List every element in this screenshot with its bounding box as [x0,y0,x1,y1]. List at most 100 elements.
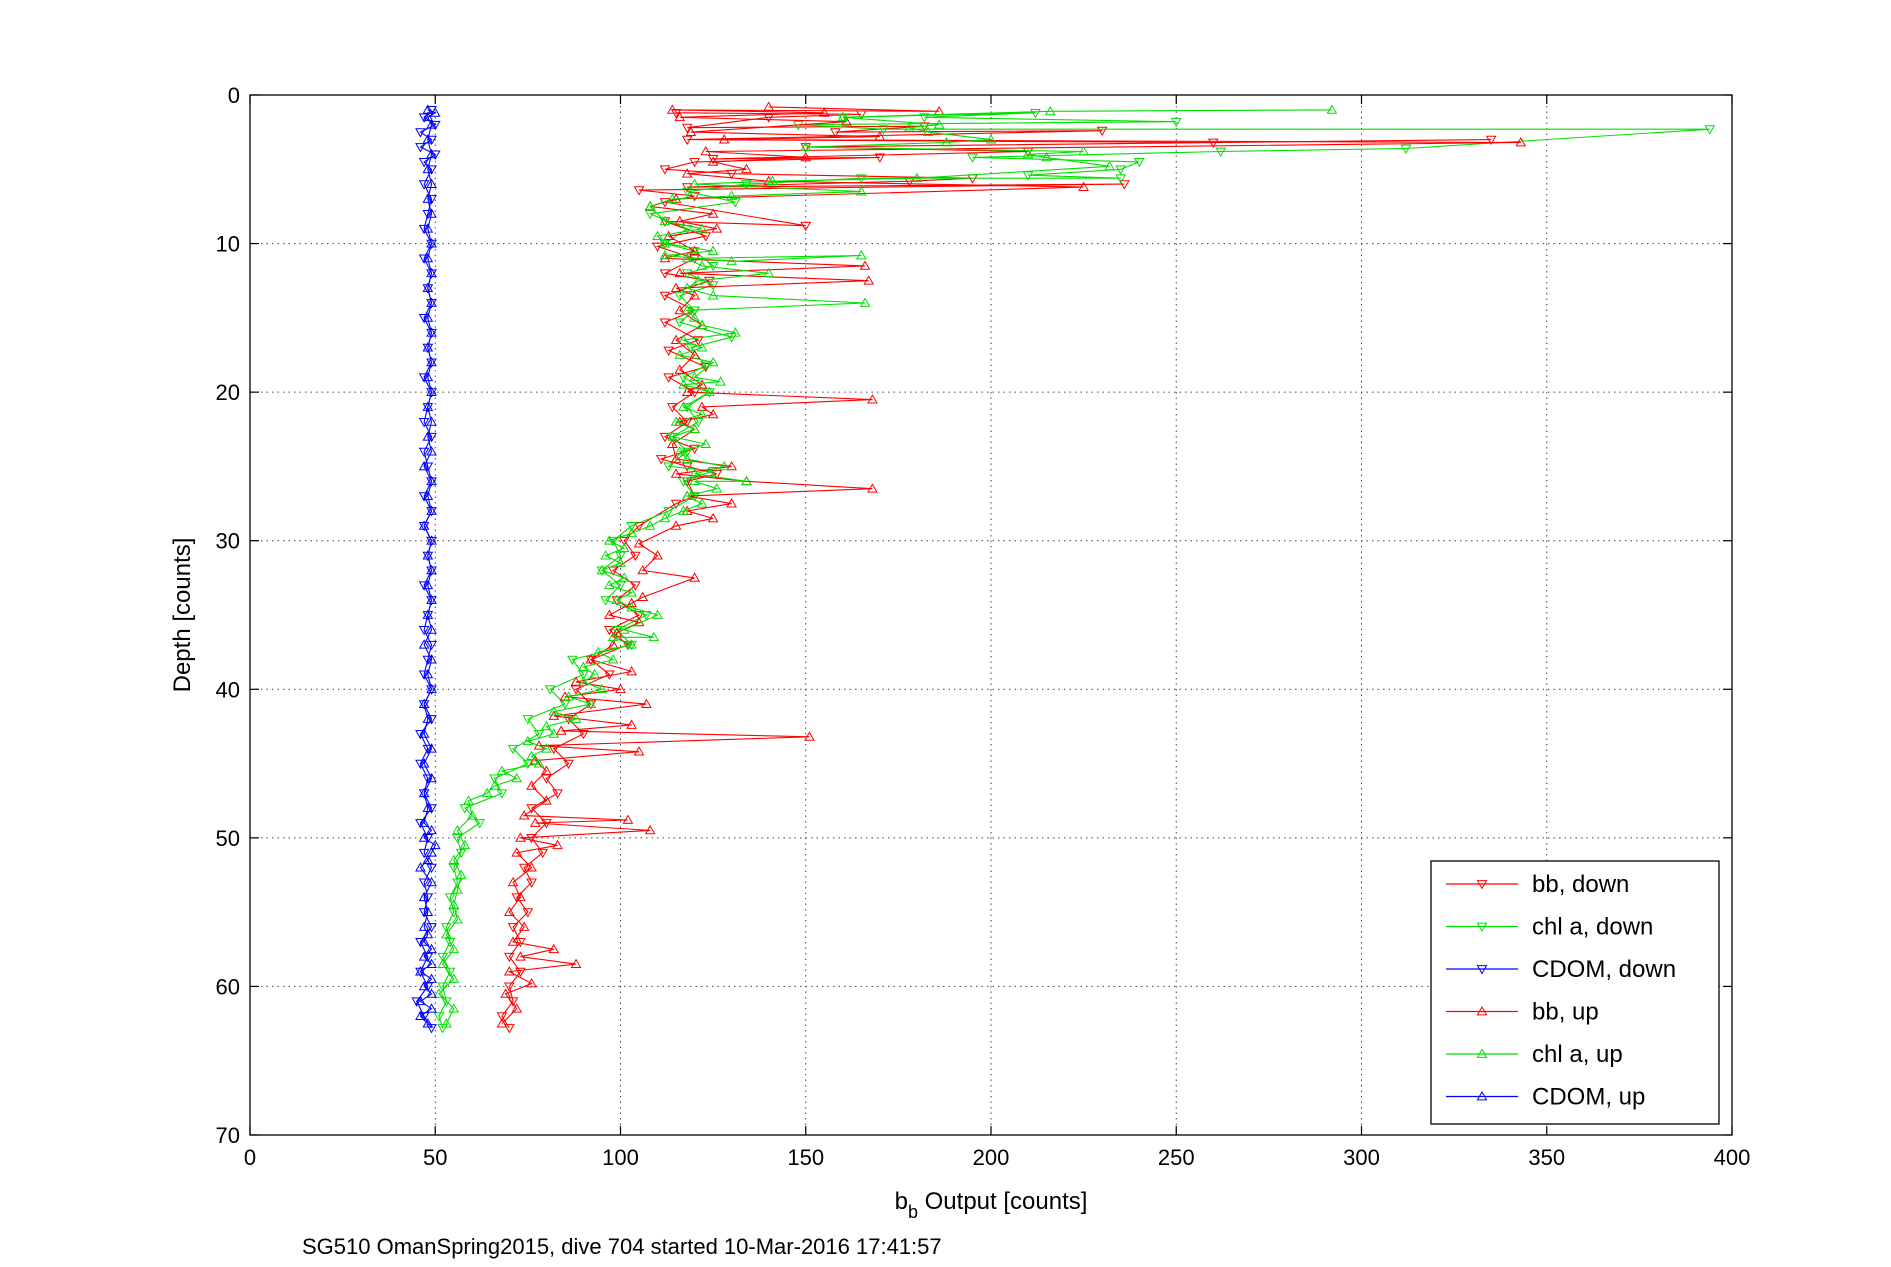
data-point [670,282,682,293]
data-point [526,750,537,761]
data-point [503,952,515,963]
data-point [689,572,700,582]
data-point [678,379,689,389]
data-point [652,609,663,619]
data-point [526,977,537,988]
data-point [518,810,530,820]
data-point [604,609,615,619]
data-point [604,579,615,590]
data-point [681,386,693,397]
data-point [411,997,423,1007]
data-point [659,249,671,260]
data-point [674,349,686,359]
data-point [507,936,519,946]
data-point [422,209,434,220]
data-point [507,923,519,933]
data-point [689,245,700,255]
data-point [604,535,615,545]
data-point [515,832,526,842]
data-point [615,581,626,591]
data-point [426,654,437,664]
data-point [455,869,467,879]
data-point [681,252,693,263]
data-point [415,128,426,138]
data-point [700,232,712,242]
data-point [663,373,675,383]
data-point [689,290,700,300]
data-point [426,505,437,515]
data-point [422,282,434,293]
data-point [696,342,708,352]
data-point [855,186,867,196]
legend-label: chl a, down [1532,914,1653,941]
data-point [904,122,915,132]
data-point [418,1012,430,1022]
x-axis-label: bb Output [counts] [895,1188,1088,1222]
data-point [422,893,434,903]
data-point [429,150,441,160]
data-point [422,551,434,562]
data-point [496,1012,508,1022]
data-point [418,460,430,471]
data-point [418,700,430,710]
data-point [526,780,537,790]
x-tick-label: 250 [1158,1145,1195,1170]
data-point [659,512,671,523]
data-point [678,334,689,345]
data-point [426,299,437,309]
y-axis-label: Depth [counts] [169,538,196,693]
data-point [1044,105,1056,116]
data-point [707,356,719,367]
data-point [503,906,515,917]
data-point [618,572,630,582]
data-point [681,168,693,178]
data-point [541,720,552,731]
data-point [418,758,430,768]
data-point [515,967,526,978]
data-point [707,208,719,218]
data-point [444,937,456,948]
data-point [678,477,689,487]
data-point [837,111,849,122]
data-point [570,676,582,686]
data-point [426,358,437,368]
data-point [426,507,437,517]
data-point [667,438,678,449]
data-point [507,997,519,1007]
data-point [596,683,608,694]
legend-swatch-marker [1476,922,1488,933]
data-point [659,215,671,226]
x-tick-label: 400 [1714,1145,1751,1170]
data-point [426,566,437,576]
legend-entry: bb, down [1446,871,1629,898]
data-point [1119,180,1130,190]
data-point [426,416,437,426]
data-point [1133,157,1145,168]
data-point [685,126,697,137]
data-point [426,988,437,998]
data-point [1115,165,1127,175]
data-point [503,1024,515,1034]
data-point [726,460,738,471]
data-point [422,854,434,865]
data-point [415,729,426,740]
data-point [800,141,812,151]
data-point [637,591,649,602]
data-point [418,980,430,991]
data-point [422,713,434,723]
data-point [533,729,545,740]
data-point [426,477,437,487]
data-point [689,306,700,316]
data-point [415,759,426,770]
data-point [670,499,682,510]
data-point [418,670,430,680]
data-point [541,765,552,775]
data-point [466,810,478,820]
data-point [511,893,523,903]
data-point [626,587,637,597]
data-point [437,958,449,969]
tick-layer: 0 50 100 150 200 250 300 350 400 0 10 20 30 40 50 60 70 [216,83,1751,1170]
data-point [474,819,486,829]
data-point [426,238,437,248]
